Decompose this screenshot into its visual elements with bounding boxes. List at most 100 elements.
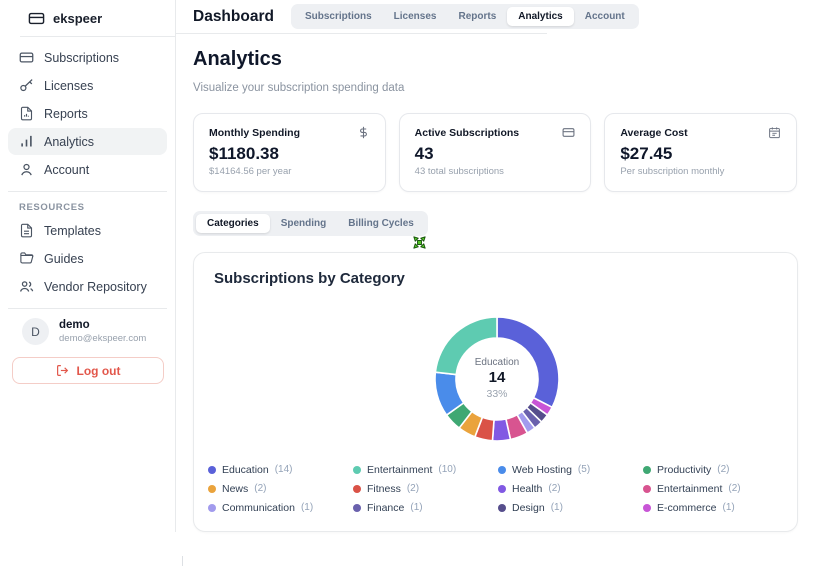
- legend-count: (2): [406, 483, 420, 494]
- legend-label: News: [222, 482, 249, 495]
- sidebar-item-licenses[interactable]: Licenses: [8, 72, 167, 99]
- sidebar-item-templates[interactable]: Templates: [8, 217, 167, 244]
- view-tabstrip: Categories Spending Billing Cycles: [193, 211, 428, 236]
- view-tab-billing-cycles[interactable]: Billing Cycles: [348, 218, 414, 229]
- legend-color-dot: [208, 465, 216, 474]
- section-title: Analytics: [193, 48, 282, 70]
- legend-label: Health: [512, 482, 543, 495]
- stat-card-header: Average Cost: [620, 126, 781, 139]
- legend-label: Productivity: [657, 463, 712, 476]
- legend-item-news[interactable]: News (2): [208, 482, 353, 495]
- legend-count: (10): [438, 464, 457, 475]
- legend-count: (1): [410, 502, 423, 513]
- logout-icon: [56, 364, 69, 377]
- stat-card-value: 43: [414, 144, 434, 163]
- legend-count: (2): [548, 483, 561, 494]
- calendar-icon: [768, 126, 781, 139]
- app-logo-text: ekspeer: [53, 10, 103, 26]
- legend-color-dot: [643, 503, 651, 512]
- logout-button[interactable]: Log out: [12, 357, 164, 384]
- app-logo-icon: [28, 10, 45, 27]
- credit-card-icon: [19, 50, 34, 65]
- legend-item-e-commerce[interactable]: E-commerce (1): [643, 501, 788, 514]
- divider: [8, 308, 167, 309]
- view-tab-categories[interactable]: Categories: [196, 214, 270, 233]
- legend-count: (5): [577, 464, 591, 475]
- sidebar-resources-nav: Templates Guides Vendor Repository: [0, 217, 175, 308]
- move-cursor-icon[interactable]: [411, 234, 428, 251]
- sidebar-item-label: Reports: [44, 106, 88, 121]
- header-tab-analytics[interactable]: Analytics: [507, 7, 574, 26]
- legend-label: E-commerce: [657, 501, 717, 514]
- legend-item-entertainment[interactable]: Entertainment (2): [643, 482, 788, 495]
- stat-card-value: $27.45: [620, 144, 673, 163]
- dollar-icon: [357, 126, 370, 139]
- sidebar-nav: Subscriptions Licenses Reports Analytics Acc…: [0, 37, 175, 191]
- sidebar-item-vendor-repository[interactable]: Vendor Repository: [8, 273, 167, 300]
- legend-color-dot: [208, 503, 216, 512]
- legend-label: Design: [512, 501, 545, 514]
- sidebar-item-subscriptions[interactable]: Subscriptions: [8, 44, 167, 71]
- donut-slice-entertainment[interactable]: [434, 316, 498, 376]
- resources-section-label: RESOURCES: [19, 202, 85, 213]
- donut-chart: [422, 304, 572, 454]
- view-tab-spending[interactable]: Spending: [280, 218, 327, 229]
- stat-card-header: Monthly Spending: [209, 126, 370, 139]
- stat-card-average-cost: Average Cost $27.45 Per subscription month…: [604, 113, 798, 192]
- chart-legend: Education (14) Entertainment (10) Web Hostin…: [208, 463, 788, 514]
- legend-color-dot: [498, 484, 506, 493]
- legend-label: Finance: [367, 501, 405, 514]
- legend-item-productivity[interactable]: Productivity (2): [643, 463, 788, 476]
- header-divider: [176, 33, 547, 34]
- legend-label: Web Hosting: [512, 463, 572, 476]
- header-tab-licenses[interactable]: Licenses: [393, 11, 437, 22]
- legend-item-finance[interactable]: Finance (1): [353, 501, 498, 514]
- legend-color-dot: [498, 465, 506, 474]
- sidebar-item-label: Subscriptions: [44, 50, 120, 65]
- stat-card-title: Monthly Spending: [209, 126, 300, 139]
- header-tab-account[interactable]: Account: [584, 11, 625, 22]
- sidebar-item-label: Account: [44, 162, 90, 177]
- page-title: Dashboard: [193, 7, 274, 25]
- credit-card-icon: [562, 126, 575, 139]
- legend-color-dot: [643, 465, 651, 474]
- legend-item-education[interactable]: Education (14): [208, 463, 353, 476]
- users-icon: [19, 279, 34, 294]
- scrollbar-artifact: [182, 556, 183, 566]
- sidebar-item-analytics[interactable]: Analytics: [8, 128, 167, 155]
- legend-count: (2): [728, 483, 741, 494]
- folder-icon: [19, 251, 34, 266]
- legend-item-health[interactable]: Health (2): [498, 482, 643, 495]
- sidebar-item-reports[interactable]: Reports: [8, 100, 167, 127]
- legend-count: (2): [254, 483, 267, 494]
- legend-item-design[interactable]: Design (1): [498, 501, 643, 514]
- legend-color-dot: [208, 484, 216, 493]
- top-header: Dashboard Subscriptions Licenses Reports An…: [176, 0, 813, 33]
- stat-card-subtext: 43 total subscriptions: [414, 166, 504, 177]
- header-tab-subscriptions[interactable]: Subscriptions: [304, 11, 372, 22]
- sidebar-item-guides[interactable]: Guides: [8, 245, 167, 272]
- divider: [20, 36, 175, 37]
- donut-slice-education[interactable]: [496, 316, 560, 409]
- user-icon: [19, 162, 34, 177]
- legend-item-entertainment[interactable]: Entertainment (10): [353, 463, 498, 476]
- stat-cards-row: Monthly Spending $1180.38 $14164.56 per ye…: [193, 113, 798, 192]
- stat-card-value: $1180.38: [209, 144, 279, 163]
- legend-item-fitness[interactable]: Fitness (2): [353, 482, 498, 495]
- legend-item-communication[interactable]: Communication (1): [208, 501, 353, 514]
- legend-item-web-hosting[interactable]: Web Hosting (5): [498, 463, 643, 476]
- header-tab-reports[interactable]: Reports: [458, 11, 497, 22]
- sidebar-item-account[interactable]: Account: [8, 156, 167, 183]
- legend-label: Communication: [222, 501, 295, 514]
- legend-color-dot: [353, 484, 361, 493]
- stat-card-title: Active Subscriptions: [414, 126, 520, 139]
- bar-chart-icon: [19, 134, 34, 149]
- avatar: D: [22, 318, 49, 345]
- report-icon: [19, 106, 34, 121]
- stat-card-subtext: Per subscription monthly: [620, 166, 725, 177]
- stat-card-monthly-spending: Monthly Spending $1180.38 $14164.56 per ye…: [193, 113, 386, 192]
- sidebar-item-label: Vendor Repository: [44, 279, 147, 294]
- chart-title: Subscriptions by Category: [214, 270, 405, 287]
- legend-count: (1): [550, 502, 563, 513]
- sidebar-item-label: Guides: [44, 251, 84, 266]
